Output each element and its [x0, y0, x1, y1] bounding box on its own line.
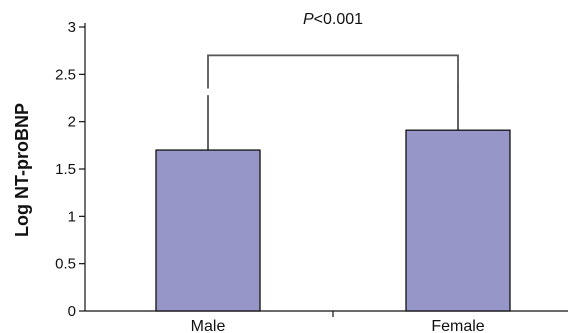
x-category-label: Female	[431, 318, 484, 333]
y-tick-label: 2	[68, 114, 76, 131]
y-axis-title: Log NT-proBNP	[12, 103, 32, 237]
significance-bracket	[207, 54, 459, 89]
y-tick-label: 3	[68, 19, 76, 36]
y-tick-label: 0	[68, 303, 76, 320]
bar-male	[155, 149, 261, 312]
bar-female	[405, 129, 511, 312]
p-value-text: <0.001	[314, 11, 363, 28]
chart-marks: 0 0.5 1 1.5 2 2.5 3 Male Female	[55, 19, 568, 333]
x-category-label: Male	[191, 318, 226, 333]
p-value-label: P<0.001	[303, 11, 363, 28]
y-tick-label: 2.5	[55, 66, 76, 83]
p-value-symbol: P	[303, 11, 314, 28]
y-tick-label: 1.5	[55, 161, 76, 178]
y-tick-label: 1	[68, 208, 76, 225]
y-tick-label: 0.5	[55, 256, 76, 273]
